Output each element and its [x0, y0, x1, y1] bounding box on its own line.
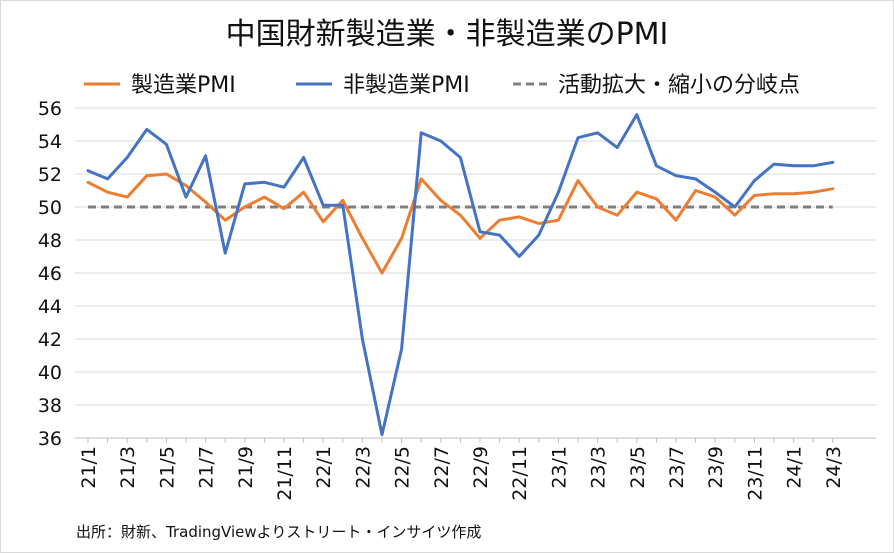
x-tick-label: 22/1 [313, 446, 335, 489]
series-line-1 [86, 113, 835, 437]
y-tick-label: 44 [38, 296, 62, 318]
y-tick-label: 38 [38, 395, 62, 417]
grid-lines [75, 107, 876, 439]
legend: 製造業PMI 非製造業PMI 活動拡大・縮小の分岐点 [84, 73, 800, 98]
chart-title: 中国財新製造業・非製造業のPMI [226, 17, 669, 52]
y-tick-label: 50 [38, 197, 62, 219]
legend-label: 活動拡大・縮小の分岐点 [558, 73, 800, 98]
x-tick-label: 21/9 [235, 446, 257, 489]
x-axis: 21/1 21/3 21/5 21/7 21/9 21/11 22/1 22/3 22/5 22/… [75, 437, 876, 501]
x-tick-label: 22/3 [352, 446, 374, 489]
x-tick-label: 23/5 [627, 446, 649, 489]
y-tick-label: 36 [38, 428, 62, 450]
x-tick-label: 21/1 [78, 446, 100, 489]
x-tick-label: 23/3 [588, 446, 610, 489]
source-note: 出所：財新、TradingViewよりストリート・インサイツ作成 [76, 523, 481, 541]
y-tick-label: 42 [38, 329, 62, 351]
x-tick-label: 21/7 [196, 446, 218, 489]
x-tick-label: 21/3 [117, 446, 139, 489]
y-tick-label: 46 [38, 263, 62, 285]
x-tick-label: 21/5 [156, 446, 178, 489]
x-tick-label: 21/11 [274, 446, 296, 501]
x-tick-label: 24/3 [823, 446, 845, 489]
x-tick-label: 22/7 [431, 446, 453, 489]
legend-label: 製造業PMI [131, 73, 236, 98]
y-tick-label: 56 [38, 98, 62, 120]
x-tick-label: 23/1 [548, 446, 570, 489]
x-tick-label: 23/9 [705, 446, 727, 489]
series-lines [86, 113, 835, 437]
x-tick-label: 22/11 [509, 446, 531, 501]
x-tick-label: 23/7 [666, 446, 688, 489]
y-tick-label: 52 [38, 164, 62, 186]
x-tick-label: 22/9 [470, 446, 492, 489]
x-tick-label: 24/1 [784, 446, 806, 489]
legend-label: 非製造業PMI [343, 73, 470, 98]
x-tick-label: 23/11 [744, 446, 766, 501]
y-tick-label: 54 [38, 131, 62, 153]
y-tick-label: 48 [38, 230, 62, 252]
x-tick-label: 22/5 [392, 446, 414, 489]
series-line-0 [86, 172, 835, 275]
y-tick-label: 40 [38, 362, 62, 384]
y-axis-ticks: 36 38 40 42 44 46 48 50 52 54 56 [38, 98, 62, 450]
